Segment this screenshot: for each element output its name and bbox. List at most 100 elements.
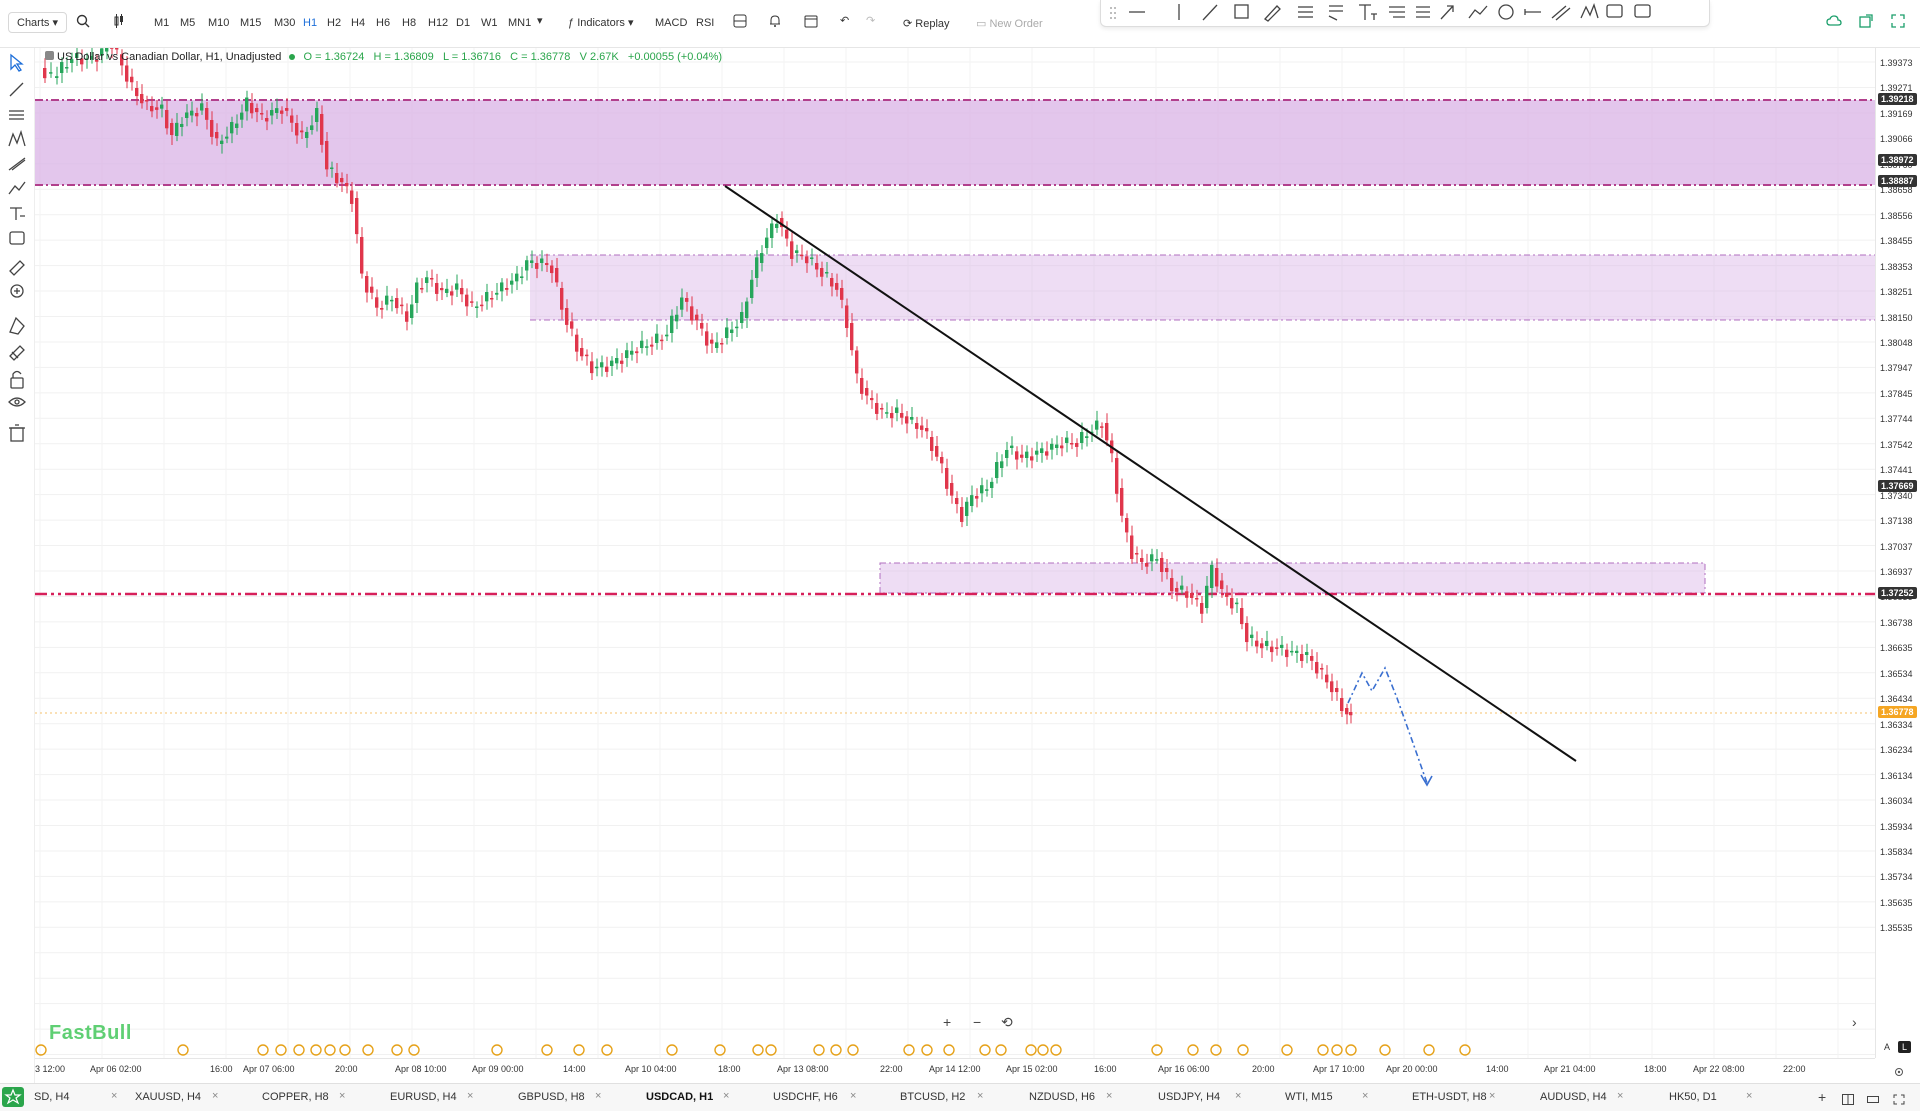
drawing-tools-icons[interactable]: [1101, 0, 1709, 26]
alert-bell-icon[interactable]: [768, 14, 782, 31]
symbol-tab[interactable]: EURUSD, H4: [390, 1091, 457, 1103]
search-icon[interactable]: [76, 14, 90, 31]
close-tab-icon[interactable]: ×: [111, 1090, 118, 1102]
line-tool-icon[interactable]: [9, 82, 24, 97]
auto-scale-badge[interactable]: A: [1884, 1042, 1891, 1052]
charts-dropdown[interactable]: Charts ▾: [8, 12, 67, 33]
symbol-tab[interactable]: NZDUSD, H6: [1029, 1091, 1096, 1103]
close-tab-icon[interactable]: ×: [977, 1090, 984, 1102]
close-tab-icon[interactable]: ×: [1235, 1090, 1242, 1102]
share-icon[interactable]: [1859, 14, 1873, 31]
close-tab-icon[interactable]: ×: [1489, 1090, 1496, 1102]
close-tab-icon[interactable]: ×: [1106, 1090, 1113, 1102]
timeframe-d1[interactable]: D1: [456, 17, 471, 29]
candle-body: [335, 173, 339, 184]
time-axis-label: 22:00: [880, 1064, 903, 1074]
timeframe-m30[interactable]: M30: [274, 17, 296, 29]
timeframe-h6[interactable]: H6: [376, 17, 391, 29]
fib-tool-icon[interactable]: [8, 157, 26, 171]
eye-icon[interactable]: [8, 397, 26, 407]
timeframe-w1[interactable]: W1: [481, 17, 498, 29]
symbol-tab[interactable]: HK50, D1: [1669, 1091, 1717, 1103]
symbol-tab[interactable]: USDCHF, H6: [773, 1091, 838, 1103]
close-tab-icon[interactable]: ×: [1362, 1090, 1369, 1102]
price-axis[interactable]: 1.393731.392711.391691.390661.387601.386…: [1875, 48, 1920, 1058]
redo-icon[interactable]: ↷: [866, 15, 876, 27]
text-tool-icon[interactable]: [10, 207, 25, 220]
rsi-button[interactable]: RSI: [696, 17, 715, 29]
pattern-tool-icon[interactable]: [8, 129, 26, 147]
new-order-button[interactable]: ▭ New Order: [976, 18, 1043, 30]
timeframe-h1[interactable]: H1: [303, 17, 318, 29]
scroll-right-chevron-icon[interactable]: ›: [1852, 1014, 1857, 1030]
symbol-tab[interactable]: COPPER, H8: [262, 1091, 329, 1103]
symbol-tab[interactable]: AUDUSD, H4: [1540, 1091, 1607, 1103]
candle-body: [970, 495, 974, 506]
symbol-tab[interactable]: SD, H4: [34, 1091, 70, 1103]
zoom-in-button[interactable]: +: [943, 1014, 952, 1030]
close-tab-icon[interactable]: ×: [1746, 1090, 1753, 1102]
calendar-icon[interactable]: [804, 14, 818, 31]
symbol-tab[interactable]: GBPUSD, H8: [518, 1091, 585, 1103]
lock-icon[interactable]: [10, 370, 24, 389]
split-layout-icon[interactable]: [1842, 1092, 1854, 1110]
chart-type-icon[interactable]: [112, 14, 126, 31]
timeframe-h4[interactable]: H4: [351, 17, 366, 29]
timeframe-h12[interactable]: H12: [428, 17, 449, 29]
annotation-tool-icon[interactable]: [9, 231, 25, 245]
log-scale-badge[interactable]: L: [1898, 1041, 1912, 1053]
close-tab-icon[interactable]: ×: [212, 1090, 219, 1102]
close-tab-icon[interactable]: ×: [467, 1090, 474, 1102]
economic-event-marker: [1281, 1044, 1293, 1056]
price-tag: 1.39218: [1878, 93, 1917, 105]
price-chart[interactable]: [35, 33, 1875, 1058]
symbol-tab[interactable]: WTI, M15: [1285, 1091, 1333, 1103]
symbol-tab[interactable]: XAUUSD, H4: [135, 1091, 202, 1103]
draw-mode-icon[interactable]: [9, 345, 25, 361]
trash-icon[interactable]: [9, 424, 25, 442]
candle-body: [590, 361, 594, 374]
symbol-tab[interactable]: USDJPY, H4: [1158, 1091, 1221, 1103]
layout-icon[interactable]: [733, 14, 747, 31]
fullscreen-icon[interactable]: [1891, 14, 1905, 31]
minimize-icon[interactable]: [1867, 1092, 1879, 1110]
undo-icon[interactable]: ↶: [840, 15, 850, 27]
timeframe-mn1[interactable]: MN1: [508, 17, 532, 29]
timeframe-h2[interactable]: H2: [327, 17, 342, 29]
price-axis-label: 1.37340: [1880, 490, 1913, 501]
zoom-out-button[interactable]: −: [973, 1014, 982, 1030]
symbol-tab[interactable]: USDCAD, H1: [646, 1091, 714, 1103]
cloud-icon[interactable]: [1826, 14, 1842, 31]
candle-body: [330, 167, 334, 170]
timeframe-m1[interactable]: M1: [154, 17, 170, 29]
timeframe-h8[interactable]: H8: [402, 17, 417, 29]
candle-body: [620, 360, 624, 364]
add-tab-button[interactable]: +: [1818, 1089, 1827, 1105]
chart-canvas[interactable]: [35, 33, 1875, 1058]
close-tab-icon[interactable]: ×: [850, 1090, 857, 1102]
close-tab-icon[interactable]: ×: [339, 1090, 346, 1102]
reset-zoom-icon[interactable]: ⟲: [1001, 1014, 1013, 1030]
timeframe-m5[interactable]: M5: [180, 17, 196, 29]
indicators-button[interactable]: ƒ Indicators ▾: [568, 17, 634, 29]
symbol-tab[interactable]: ETH-USDT, H8: [1412, 1091, 1487, 1103]
magnet-icon[interactable]: [9, 316, 25, 335]
projection-tool-icon[interactable]: [8, 181, 26, 195]
zoom-in-icon[interactable]: [10, 284, 24, 298]
horizontal-lines-tool-icon[interactable]: [9, 110, 24, 120]
time-axis[interactable]: 3 12:00 Apr 06 02:00 16:00 Apr 07 06:00 20:0…: [35, 1058, 1903, 1084]
settings-gear-icon[interactable]: [1893, 1065, 1905, 1083]
symbol-tab[interactable]: BTCUSD, H2: [900, 1091, 966, 1103]
expand-icon[interactable]: [1893, 1092, 1905, 1110]
close-tab-icon[interactable]: ×: [723, 1090, 730, 1102]
ruler-icon[interactable]: [9, 260, 25, 276]
cursor-icon[interactable]: [10, 53, 24, 72]
favorite-star-icon[interactable]: [2, 1087, 24, 1107]
close-tab-icon[interactable]: ×: [595, 1090, 602, 1102]
timeframe-m10[interactable]: M10: [208, 17, 230, 29]
timeframe-more-chevron-icon[interactable]: ▾: [537, 15, 543, 27]
macd-button[interactable]: MACD: [655, 17, 688, 29]
timeframe-m15[interactable]: M15: [240, 17, 262, 29]
close-tab-icon[interactable]: ×: [1617, 1090, 1624, 1102]
replay-button[interactable]: ⟳ Replay: [903, 18, 950, 30]
